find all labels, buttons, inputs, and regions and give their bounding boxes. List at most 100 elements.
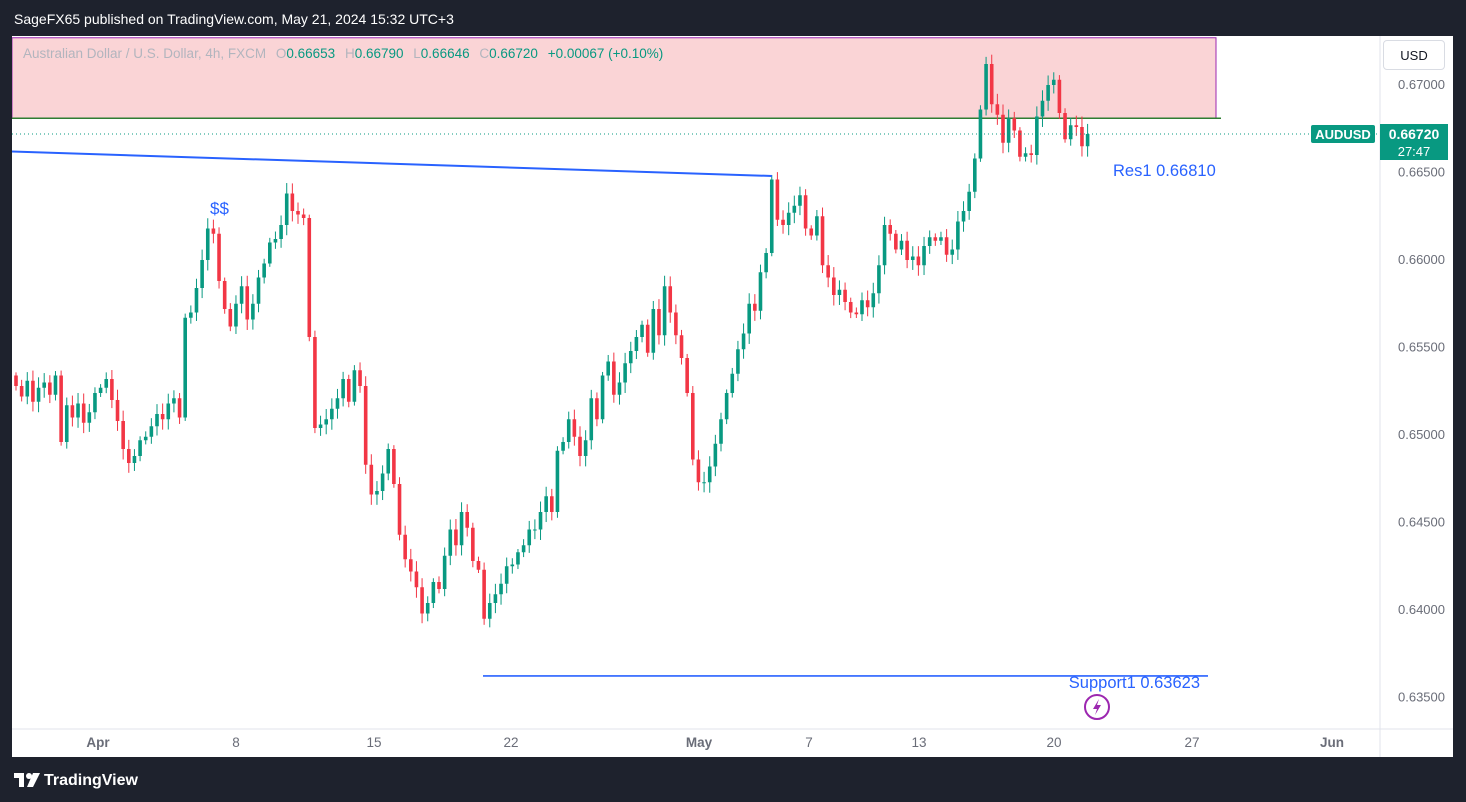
candle <box>764 248 768 279</box>
candle <box>138 436 142 462</box>
candle <box>882 216 887 275</box>
candle <box>848 297 853 319</box>
candle <box>1012 111 1017 138</box>
x-tick-label: 15 <box>366 735 381 750</box>
candle-body <box>1046 85 1050 101</box>
candle <box>837 280 842 305</box>
candle-body <box>550 496 554 512</box>
candle <box>36 377 41 413</box>
candle-body <box>674 312 678 336</box>
candle-body <box>882 225 887 266</box>
candle-body <box>121 421 125 449</box>
candle-body <box>899 240 904 250</box>
candle-body <box>820 216 825 266</box>
candle <box>730 367 735 398</box>
x-tick-label: 8 <box>232 735 240 750</box>
candle-body <box>268 242 272 264</box>
candle <box>403 525 407 568</box>
candle <box>510 558 515 574</box>
candle-body <box>19 386 24 397</box>
candle <box>380 465 385 501</box>
candle <box>482 562 486 625</box>
candle <box>662 275 667 346</box>
candle-body <box>651 309 656 353</box>
candle-body <box>358 370 362 386</box>
candle <box>48 375 52 404</box>
candle-body <box>14 375 18 386</box>
candle <box>792 195 797 224</box>
candle <box>307 214 312 342</box>
candle-body <box>894 233 898 250</box>
candle-body <box>290 193 295 211</box>
candle <box>64 397 69 449</box>
candle-body <box>691 393 695 460</box>
candle-body <box>786 212 791 225</box>
candle <box>110 370 114 409</box>
candle-body <box>888 225 892 234</box>
candle <box>132 449 137 471</box>
candle <box>476 556 481 574</box>
candle <box>352 365 357 406</box>
candle-body <box>256 277 261 304</box>
chart-frame[interactable]: $$ Support1 0.63623 Res1 0.66810 0.67000 0.6… <box>12 36 1453 757</box>
price-chart[interactable]: $$ Support1 0.63623 Res1 0.66810 0.67000 0.6… <box>12 36 1453 757</box>
candle <box>860 292 864 321</box>
candle-body <box>217 233 221 281</box>
candle-body <box>149 426 154 437</box>
candle <box>707 456 712 493</box>
candle-body <box>296 211 300 215</box>
candle <box>1068 117 1073 146</box>
candle <box>550 488 554 521</box>
candle-body <box>341 379 345 399</box>
candle-body <box>380 473 385 491</box>
candle <box>600 371 605 424</box>
candle <box>691 386 695 466</box>
candle <box>1046 75 1050 111</box>
candle <box>583 430 588 467</box>
candle-body <box>753 303 757 311</box>
candle-body <box>696 459 701 483</box>
candle <box>414 561 419 598</box>
candle <box>251 294 255 330</box>
candle-body <box>1012 118 1017 131</box>
candle-body <box>815 216 819 236</box>
candle-body <box>222 281 227 309</box>
x-tick-label: Apr <box>86 735 110 750</box>
candle <box>268 237 272 267</box>
candle-body <box>228 309 233 327</box>
candle <box>617 372 622 405</box>
candle-body <box>741 333 746 350</box>
candle <box>595 392 599 427</box>
candle <box>527 520 532 553</box>
candle-body <box>578 436 582 456</box>
candle <box>1080 116 1084 157</box>
candle-body <box>59 375 63 442</box>
candle <box>330 398 334 430</box>
candle <box>386 443 391 481</box>
candle-body <box>48 382 52 395</box>
y-tick-label: 0.64500 <box>1398 515 1445 530</box>
candle <box>786 202 791 236</box>
candle <box>166 393 171 430</box>
candle-body <box>719 419 723 444</box>
candle <box>98 384 103 397</box>
candle <box>894 230 898 254</box>
currency-button[interactable]: USD <box>1383 40 1445 70</box>
candle <box>747 293 751 344</box>
candle <box>375 481 379 505</box>
candle <box>301 208 306 226</box>
candle <box>115 389 120 431</box>
candle <box>634 330 639 360</box>
candle-body <box>736 349 740 374</box>
candle-body <box>1057 79 1062 113</box>
candle <box>899 234 904 256</box>
candle-body <box>1063 113 1067 140</box>
published-text: SageFX65 published on TradingView.com, M… <box>14 11 454 27</box>
footer-brand[interactable]: TradingView <box>44 772 138 789</box>
candle-body <box>279 225 283 239</box>
candle <box>256 269 261 313</box>
candle-body <box>572 419 577 437</box>
candle-body <box>76 403 80 418</box>
candle-body <box>352 370 357 402</box>
candle-body <box>36 387 41 402</box>
